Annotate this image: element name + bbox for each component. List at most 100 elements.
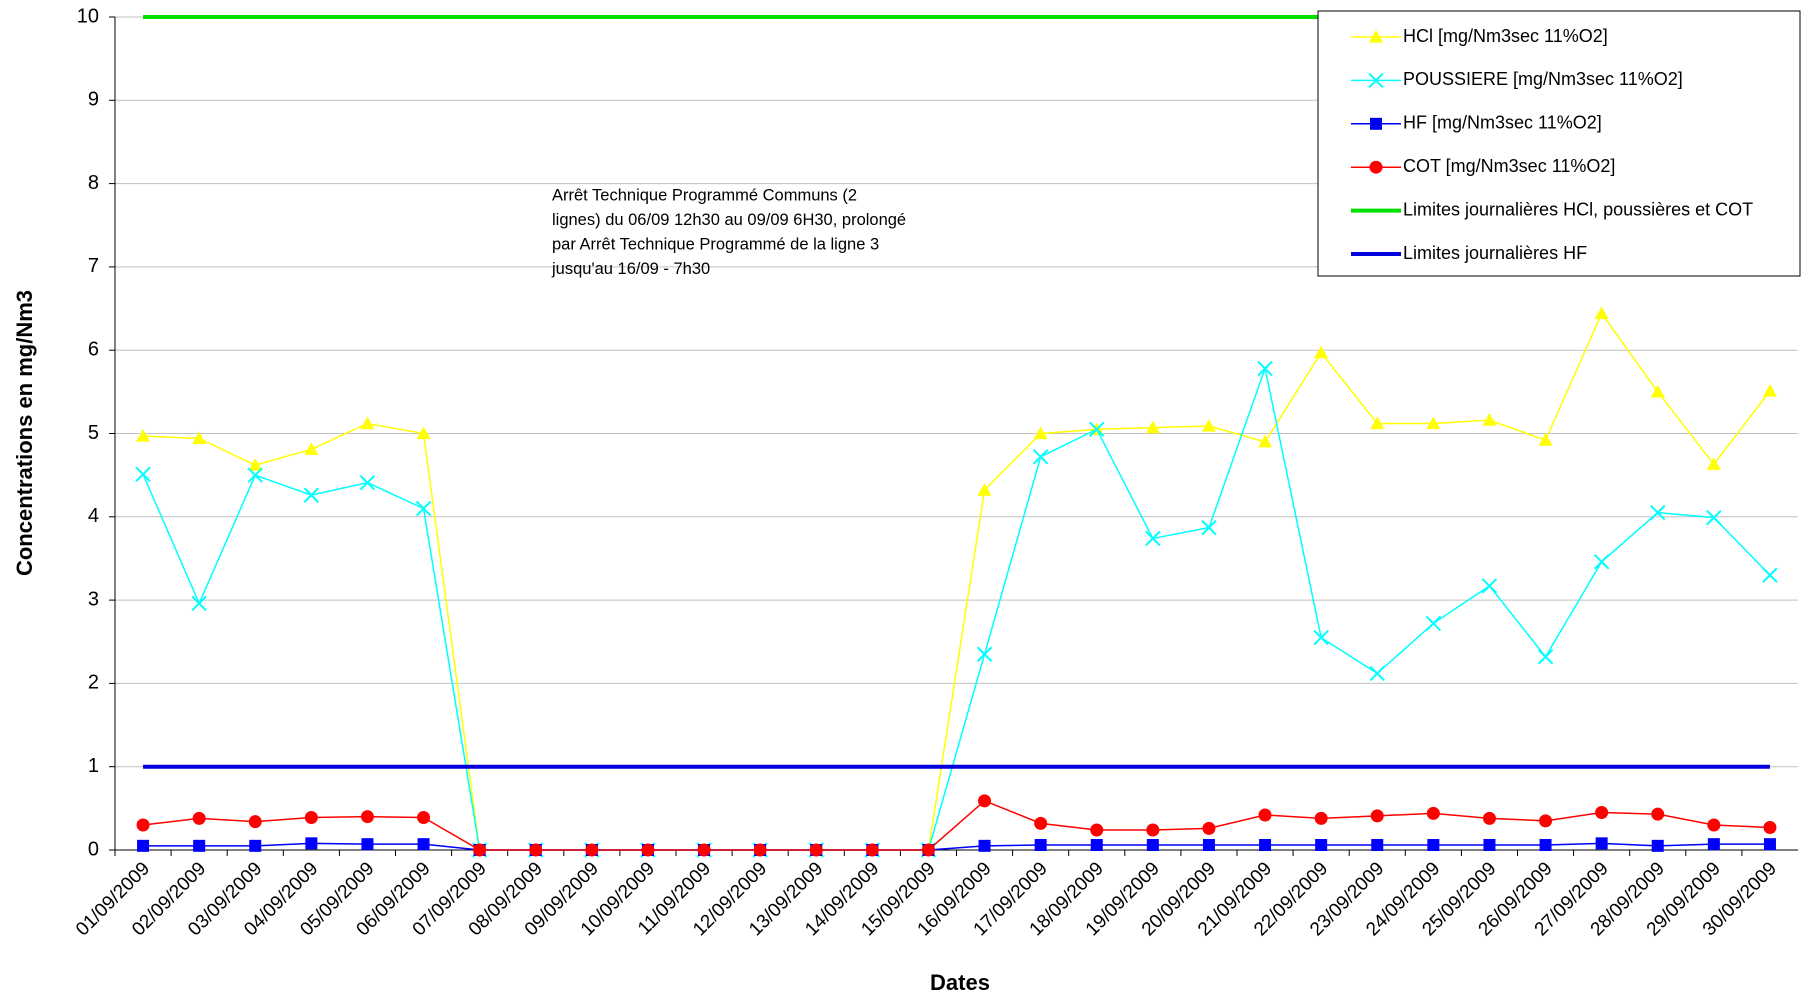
data-point — [248, 815, 262, 829]
y-tick-label: 1 — [88, 755, 99, 777]
data-point — [192, 811, 206, 825]
data-point — [1257, 360, 1273, 377]
data-point — [1202, 821, 1216, 835]
legend-label: POUSSIERE [mg/Nm3sec 11%O2] — [1403, 69, 1683, 89]
data-point — [1763, 838, 1776, 851]
data-point — [1313, 629, 1329, 646]
data-point — [1425, 615, 1442, 632]
annotation: Arrêt Technique Programmé Communs (2 — [552, 186, 857, 204]
data-point — [136, 818, 150, 832]
data-point — [305, 837, 318, 850]
data-point — [809, 843, 823, 857]
data-point — [1707, 818, 1721, 832]
data-point — [978, 794, 992, 808]
data-point — [1595, 806, 1609, 820]
data-point — [1707, 838, 1720, 851]
data-point — [1259, 839, 1272, 852]
data-point — [1145, 420, 1160, 434]
data-point — [360, 810, 374, 824]
data-point — [1314, 345, 1329, 359]
legend-label: Limites journalières HF — [1403, 243, 1587, 263]
data-point — [1314, 811, 1328, 825]
data-point — [1090, 839, 1103, 852]
data-point — [137, 839, 150, 852]
legend-box — [1317, 10, 1801, 277]
y-tick-label: 0 — [88, 838, 99, 860]
series-line — [142, 365, 1771, 851]
legend-marker — [1369, 160, 1383, 174]
data-point — [977, 483, 992, 496]
y-tick-label: 2 — [88, 672, 99, 694]
data-point — [753, 843, 767, 857]
data-point — [1762, 384, 1777, 397]
data-point — [1315, 839, 1328, 852]
data-point — [641, 843, 655, 857]
data-point — [1089, 421, 1105, 438]
y-tick-label: 8 — [88, 172, 99, 194]
legend-label: HCl [mg/Nm3sec 11%O2] — [1403, 26, 1608, 46]
data-point — [1538, 433, 1553, 446]
data-point — [1146, 823, 1160, 837]
data-point — [1763, 821, 1777, 835]
series-line — [142, 799, 1770, 851]
y-tick-label: 6 — [88, 338, 99, 360]
data-point — [1146, 839, 1159, 852]
data-point — [697, 843, 711, 857]
legend-label: Limites journalières HCl, poussières et … — [1403, 199, 1753, 219]
data-point — [192, 431, 207, 445]
data-point — [1033, 426, 1048, 440]
data-point — [416, 426, 431, 440]
legend-marker — [1370, 117, 1382, 130]
y-tick-label: 3 — [88, 588, 99, 610]
annotation: lignes) du 06/09 12h30 au 09/09 6H30, pr… — [552, 211, 906, 229]
data-point — [1369, 665, 1385, 682]
data-point — [1370, 416, 1385, 430]
data-point — [1650, 504, 1666, 521]
data-point — [1201, 419, 1216, 432]
data-point — [360, 416, 375, 430]
data-point — [1481, 578, 1498, 594]
data-point — [1706, 509, 1722, 526]
data-point — [1145, 530, 1161, 547]
data-point — [135, 466, 151, 483]
legend-marker — [1368, 72, 1384, 89]
data-point — [1594, 306, 1609, 320]
data-point — [249, 839, 262, 852]
data-point — [1426, 416, 1441, 430]
data-point — [473, 843, 487, 857]
data-point — [417, 838, 430, 851]
data-point — [1426, 806, 1440, 820]
data-point — [1706, 457, 1721, 470]
data-point — [1539, 814, 1553, 828]
series-line — [143, 312, 1771, 851]
data-point — [976, 646, 993, 662]
data-point — [415, 500, 432, 517]
series-line — [143, 842, 1770, 851]
data-point — [1482, 413, 1497, 426]
data-point — [247, 467, 263, 483]
data-point — [1258, 808, 1272, 822]
data-point — [1482, 811, 1496, 825]
data-point — [865, 843, 879, 857]
data-point — [304, 442, 319, 455]
data-point — [1090, 823, 1104, 837]
data-point — [1427, 839, 1440, 852]
legend: HCl [mg/Nm3sec 11%O2] POUSSIERE [mg/Nm3se… — [1317, 10, 1801, 277]
annotation: jusqu'au 16/09 - 7h30 — [551, 260, 710, 278]
data-point — [978, 839, 991, 852]
data-point — [1202, 839, 1215, 852]
data-point — [304, 811, 318, 825]
data-point — [1034, 839, 1047, 852]
data-point — [1595, 837, 1608, 850]
y-tick-label: 9 — [88, 89, 99, 111]
y-axis-title: Concentrations en mg/Nm3 — [12, 290, 37, 576]
data-point — [1762, 567, 1778, 583]
data-point — [191, 595, 207, 612]
data-point — [529, 843, 543, 857]
x-axis-title: Dates — [930, 970, 990, 995]
data-point — [361, 838, 374, 851]
data-point — [1650, 384, 1665, 398]
y-tick-label: 4 — [88, 505, 99, 527]
data-point — [1371, 839, 1384, 852]
data-point — [1483, 839, 1496, 852]
